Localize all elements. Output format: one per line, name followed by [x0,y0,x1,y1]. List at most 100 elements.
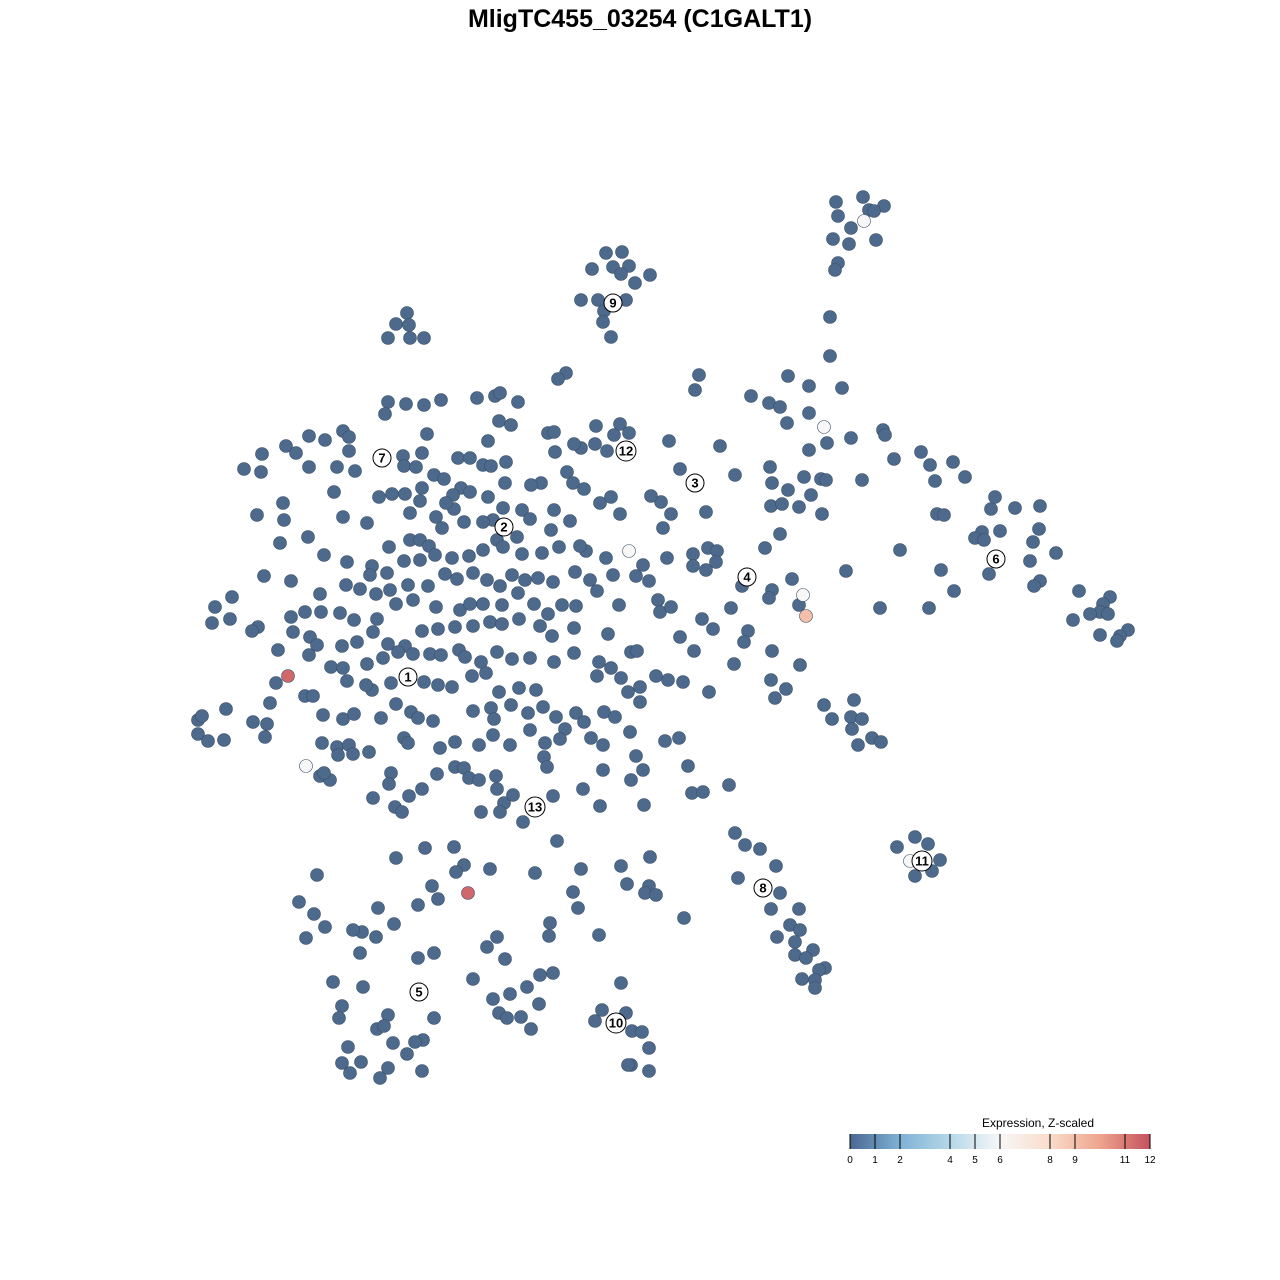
data-point [448,735,462,749]
data-point [433,741,447,755]
data-point [589,419,603,433]
data-point [988,490,1002,504]
data-point [406,647,420,661]
data-point [346,747,360,761]
data-point [571,901,585,915]
data-point [476,543,490,557]
data-point [592,655,606,669]
data-point [672,731,686,745]
data-point [383,583,397,597]
data-point [829,195,843,209]
data-point [593,799,607,813]
data-point [359,678,373,692]
color-legend: Expression, Z-scaled 0 1 2 4 5 6 8 9 11 12 [847,1116,1156,1166]
data-point [560,465,574,479]
data-point [411,898,425,912]
data-point [688,383,702,397]
expressing-data-point [796,588,810,602]
data-point [773,527,787,541]
data-point [727,657,741,671]
data-point [649,669,663,683]
data-point [389,317,403,331]
data-point [336,510,350,524]
data-point [977,533,991,547]
data-point [493,579,507,593]
data-point [340,555,354,569]
colorbar-tick-label: 8 [1047,1155,1053,1166]
data-point [427,1011,441,1025]
data-point [695,612,709,626]
data-point [490,645,504,659]
data-point [676,675,690,689]
data-point [524,1022,538,1036]
data-point [546,575,560,589]
data-point [608,710,622,724]
colorbar-tick-label: 11 [1120,1155,1131,1166]
data-point [225,590,239,604]
data-point [403,331,417,345]
data-point [568,565,582,579]
data-point [350,635,364,649]
data-point [492,685,506,699]
data-point [826,232,840,246]
data-point [340,674,354,688]
colorbar-tick-label: 9 [1072,1155,1078,1166]
data-point [348,464,362,478]
cluster-label-badge [737,567,757,587]
data-point [825,712,839,726]
data-point [413,553,427,567]
data-point [511,395,525,409]
data-point [958,470,972,484]
data-point [326,975,340,989]
data-point [484,459,498,473]
data-point [596,315,610,329]
expressing-data-point [817,420,831,434]
data-point [792,500,806,514]
data-point [781,483,795,497]
data-point [555,598,569,612]
data-point [496,501,510,515]
cluster-label: 6 [986,549,1006,569]
data-point [621,685,635,699]
cluster-label: 7 [372,448,392,468]
data-point [541,607,555,621]
data-point [333,606,347,620]
data-point [493,805,507,819]
data-point [529,683,543,697]
data-point [817,698,831,712]
data-point [569,706,583,720]
data-point [470,391,484,405]
data-point [431,622,445,636]
data-point [465,669,479,683]
data-point [483,862,497,876]
data-point [914,445,928,459]
data-point [400,1047,414,1061]
data-point [802,443,816,457]
expressing-data-point [299,759,313,773]
data-point [518,573,532,587]
data-point [487,712,501,726]
data-point [428,548,442,562]
data-point [795,972,809,986]
data-point [573,539,587,553]
data-point [260,717,274,731]
cluster-label-text: 12 [619,444,633,459]
data-point [595,1003,609,1017]
data-point [463,597,477,611]
data-point [933,853,947,867]
data-point [629,749,643,763]
cluster-label-text: 7 [378,451,385,466]
data-point [583,573,597,587]
data-point [890,840,904,854]
data-point [651,593,665,607]
cluster-label-text: 6 [992,552,999,567]
data-point [538,736,552,750]
data-point [797,470,811,484]
data-point [567,437,581,451]
data-point [415,446,429,460]
data-point [246,715,260,729]
data-point [577,482,591,496]
cluster-label-text: 3 [691,476,698,491]
data-point [453,603,467,617]
